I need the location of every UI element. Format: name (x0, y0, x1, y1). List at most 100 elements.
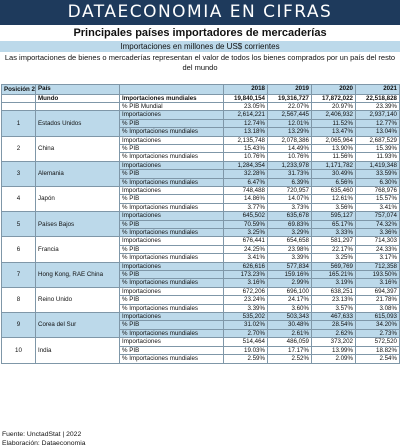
metric-cell: Importaciones (119, 236, 224, 246)
value-cell: 173.23% (223, 270, 268, 280)
value-cell: 3.08% (355, 303, 400, 314)
value-cell: 638,251 (311, 286, 356, 297)
metric-cell: Importaciones (119, 185, 224, 196)
banner-title: DATAECONOMIA EN CIFRAS (0, 0, 400, 25)
table-row: % Importaciones mundiales 2.70% 2.61% 2.62%… (2, 328, 400, 339)
value-cell: 34.20% (355, 320, 400, 330)
rank-cell: 7 (1, 261, 36, 288)
metric-cell: % PIB (119, 118, 224, 129)
metric-cell: % Importaciones mundiales (119, 177, 224, 187)
value-cell: 6.56% (311, 177, 356, 187)
country-header: País (35, 84, 120, 95)
value-cell: 31.02% (223, 320, 268, 330)
value-cell: 3.25% (223, 227, 268, 238)
value-cell: 15.43% (223, 143, 268, 154)
value-cell: 6.47% (223, 177, 268, 187)
metric-cell: % PIB (119, 295, 224, 305)
value-cell: 1,284,354 (223, 160, 268, 171)
value-cell: 14.07% (267, 194, 312, 204)
value-cell: 3.73% (267, 202, 312, 213)
table-row: % PIB 173.23% 159.16% 165.21% 193.50% (2, 270, 400, 280)
metric-cell: % PIB (119, 143, 224, 154)
metric-cell: Importaciones (119, 261, 224, 272)
value-cell: 3.33% (311, 227, 356, 238)
metric-cell: % PIB (119, 244, 224, 255)
value-cell: 748,488 (223, 185, 268, 196)
value-cell: 535,202 (223, 312, 268, 322)
value-cell: 11.56% (311, 152, 356, 162)
value-cell: 70.59% (223, 219, 268, 230)
country-cell: Países Bajos (35, 211, 120, 238)
world-row: Mundo Importaciones mundiales 19,840,154 19… (1, 93, 400, 103)
value-cell: 12.74% (223, 118, 268, 129)
value-cell: 569,769 (311, 261, 356, 272)
metric-cell: % PIB (119, 169, 224, 179)
value-cell: 24.33% (355, 244, 400, 255)
value-cell: 33.59% (355, 169, 400, 179)
value-cell: 2.54% (355, 354, 400, 364)
credit-note: Elaboración: Dataeconomia (2, 440, 86, 447)
value-cell: 2.99% (267, 278, 312, 288)
value-cell: 2,078,386 (267, 135, 312, 145)
value-cell: 595,127 (311, 211, 356, 221)
value-cell: 1,419,348 (355, 160, 400, 171)
value-cell: 757,074 (355, 211, 400, 221)
country-cell (35, 101, 120, 112)
table-row: 7 Hong Kong, RAE China Importaciones 626,61… (1, 261, 400, 288)
value-cell: 11.52% (311, 118, 356, 129)
metric-cell: Importaciones mundiales (119, 93, 224, 103)
value-cell: 654,658 (267, 236, 312, 246)
table-row: 9 Corea del Sur Importaciones 535,202 503,34… (1, 312, 400, 339)
value-cell: 10.76% (223, 152, 268, 162)
value-cell: 22.17% (311, 244, 356, 255)
metric-cell: Importaciones (119, 312, 224, 322)
page-title: Principales países importadores de merca… (73, 27, 327, 39)
value-cell: 3.36% (355, 227, 400, 238)
rank-cell: 8 (1, 286, 36, 314)
table-row: % Importaciones mundiales 2.59% 2.52% 2.09%… (2, 354, 400, 364)
metric-cell: % Importaciones mundiales (119, 202, 224, 213)
metric-cell: Importaciones (119, 286, 224, 297)
metric-cell: Importaciones (119, 337, 224, 347)
table-row: 1 Estados Unidos Importaciones 2,614,221 2,5… (1, 110, 400, 137)
value-cell: 694,397 (355, 286, 400, 297)
value-cell: 514,464 (223, 337, 268, 347)
value-cell: 2,937,140 (355, 110, 400, 120)
table-row: 6 Francia Importaciones 676,441 654,658 581,2… (1, 236, 400, 263)
value-cell: 3.16% (355, 278, 400, 288)
value-cell: 20.97% (311, 101, 356, 112)
value-cell: 615,093 (355, 312, 400, 322)
value-cell: 19,840,154 (223, 93, 268, 103)
table-row: 4 Japón Importaciones 748,488 720,957 635,460… (1, 185, 400, 213)
table-row: % PIB 12.74% 12.01% 11.52% 12.77% (2, 118, 400, 129)
value-cell: 714,303 (355, 236, 400, 246)
rank-cell: 2 (1, 135, 36, 162)
value-cell: 23.98% (267, 244, 312, 255)
metric-cell: % Importaciones mundiales (119, 328, 224, 339)
table-row: % Importaciones mundiales 3.25% 3.29% 3.33%… (2, 227, 400, 238)
value-cell: 2.09% (311, 354, 356, 364)
table-row: % Importaciones mundiales 3.39% 3.60% 3.57%… (2, 303, 400, 314)
value-cell: 712,358 (355, 261, 400, 272)
value-cell: 23.24% (223, 295, 268, 305)
value-cell: 13.29% (267, 127, 312, 137)
metric-cell: % PIB (119, 320, 224, 330)
rank-cell: 10 (1, 337, 36, 364)
table-row: % PIB 32.28% 31.73% 30.49% 33.59% (2, 169, 400, 179)
value-cell: 14.49% (267, 143, 312, 154)
metric-cell: Importaciones (119, 160, 224, 171)
value-cell: 3.56% (311, 202, 356, 213)
description: Las importaciones de bienes o mercadería… (4, 53, 396, 72)
value-cell: 2,406,932 (311, 110, 356, 120)
table-row: 8 Reino Unido Importaciones 672,206 696,100 6… (1, 286, 400, 314)
value-cell: 193.50% (355, 270, 400, 280)
table-row: % PIB 70.59% 69.83% 65.17% 74.32% (2, 219, 400, 230)
metric-cell: % Importaciones mundiales (119, 253, 224, 263)
source-note: Fuente: UnctadStat | 2022 (2, 431, 82, 438)
value-cell: 3.57% (311, 303, 356, 314)
table-row: % Importaciones mundiales 10.76% 10.76% 11.… (2, 152, 400, 162)
value-cell: 17,872,022 (311, 93, 356, 103)
value-cell: 626,616 (223, 261, 268, 272)
value-cell: 165.21% (311, 270, 356, 280)
value-cell: 672,206 (223, 286, 268, 297)
